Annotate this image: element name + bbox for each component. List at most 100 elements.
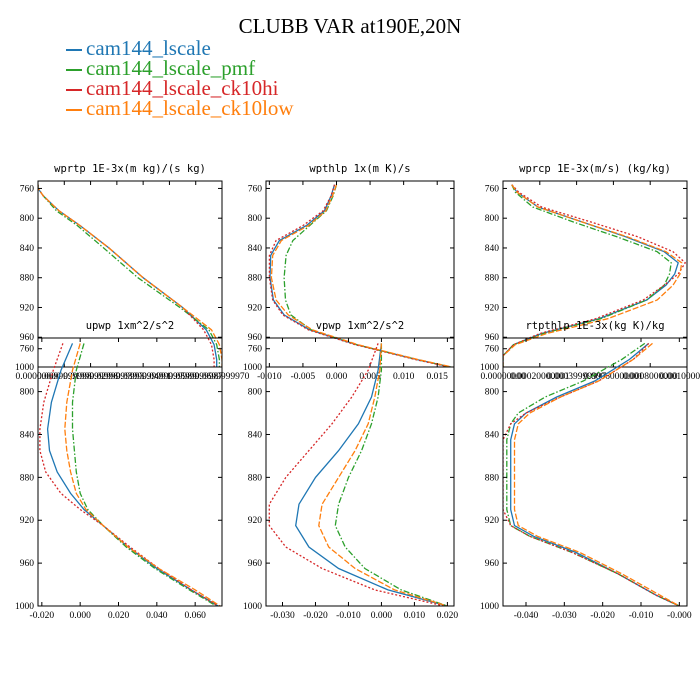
y-tick-label: 760 (248, 345, 263, 355)
legend-swatch (66, 69, 82, 72)
panel-title: rtpthlp 1E-3x(kg K)/kg (525, 320, 664, 332)
legend-label: cam144_lscale_ck10low (86, 96, 294, 120)
series-line-3 (268, 343, 445, 606)
x-tick-label: 0.0010000000 (660, 372, 700, 382)
x-tick-label: -0.020 (30, 611, 55, 621)
plot-frame (265, 337, 455, 607)
y-tick-label: 840 (20, 430, 35, 440)
y-tick-label: 1000 (480, 363, 499, 373)
series-line-4 (38, 184, 222, 367)
plot-frame (37, 180, 223, 368)
x-tick-label: 0.040 (146, 611, 168, 621)
y-tick-label: 880 (485, 473, 500, 483)
x-tick-label: 0.0399999991 (116, 372, 171, 382)
panel: rtpthlp 1E-3x(kg K)/kg 760 800 840 880 920 960… (480, 320, 692, 621)
y-tick-label: 920 (248, 516, 263, 526)
y-tick-label: 760 (20, 345, 35, 355)
y-tick-label: 1000 (15, 602, 34, 612)
panel: wpthlp 1x(m K)/s7608008408809209601000-0… (243, 163, 455, 382)
series-line-1 (269, 184, 451, 367)
y-tick-label: 800 (20, 388, 35, 398)
series-line-4 (270, 184, 453, 367)
legend-swatch (66, 49, 82, 52)
x-tick-label: -0.010 (336, 611, 361, 621)
x-tick-label: 0.020 (108, 611, 130, 621)
y-tick-label: 880 (20, 274, 35, 284)
x-tick-label: -0.010 (629, 611, 654, 621)
y-tick-label: 840 (20, 244, 35, 254)
legend-label: cam144_lscale_ck10hi (86, 76, 279, 100)
series-line-3 (503, 342, 680, 606)
legend-swatch (66, 109, 82, 112)
panel-title: wpthlp 1x(m K)/s (309, 163, 410, 175)
y-tick-label: 1000 (15, 363, 34, 373)
legend-item: cam144_lscale_ck10low (66, 96, 294, 120)
y-tick-label: 800 (248, 388, 263, 398)
x-tick-label: -0.030 (270, 611, 295, 621)
y-tick-label: 960 (485, 333, 500, 343)
x-tick-label: 0.000 (326, 372, 348, 382)
series-line-3 (39, 343, 219, 606)
x-tick-label: 0.000 (371, 611, 393, 621)
legend-item: cam144_lscale (66, 36, 294, 60)
x-tick-label: 0.015 (427, 372, 449, 382)
y-tick-label: 800 (485, 214, 500, 224)
x-tick-label: -0.005 (291, 372, 316, 382)
x-tick-label: 0.010 (404, 611, 426, 621)
y-tick-label: 800 (20, 214, 35, 224)
legend-swatch (66, 89, 82, 92)
x-tick-label: 0.010 (393, 372, 415, 382)
legend-item: cam144_lscale_pmf (66, 58, 294, 79)
x-tick-label: -0.040 (514, 611, 539, 621)
x-tick-label: 0.060 (184, 611, 206, 621)
y-tick-label: 880 (248, 473, 263, 483)
x-tick-label: -0.020 (303, 611, 328, 621)
y-tick-label: 920 (20, 516, 35, 526)
y-tick-label: 880 (485, 274, 500, 284)
y-tick-label: 800 (248, 214, 263, 224)
series-line-2 (71, 343, 217, 606)
x-tick-label: 0.0499999989 (142, 372, 197, 382)
x-tick-label: 0.000 (69, 611, 91, 621)
y-tick-label: 960 (248, 559, 263, 569)
series-line-1 (295, 343, 448, 606)
x-tick-label: 0.00060000001 (584, 372, 644, 382)
y-tick-label: 760 (485, 184, 500, 194)
y-tick-label: 920 (485, 516, 500, 526)
series-line-2 (38, 184, 221, 367)
plot-frame (502, 180, 688, 368)
panel-title: wprtp 1E-3x(m kg)/(s kg) (54, 163, 206, 175)
y-tick-label: 1000 (243, 602, 262, 612)
y-tick-label: 880 (248, 274, 263, 284)
y-tick-label: 960 (20, 333, 35, 343)
x-tick-label: -0.030 (552, 611, 577, 621)
series-line-4 (64, 343, 221, 606)
legend-label: cam144_lscale (86, 36, 211, 60)
series-line-3 (268, 184, 450, 367)
y-tick-label: 920 (20, 303, 35, 313)
y-tick-label: 920 (248, 303, 263, 313)
legend: cam144_lscale cam144_lscale_pmf cam144_l… (66, 36, 294, 120)
y-tick-label: 1000 (480, 602, 499, 612)
y-tick-label: 920 (485, 303, 500, 313)
x-tick-label: -0.000 (667, 611, 692, 621)
x-tick-label: -0.020 (590, 611, 615, 621)
series-line-4 (513, 342, 680, 606)
panel: vpwp 1xm^2/s^27608008408809209601000-0.0… (243, 320, 458, 621)
x-tick-label: 0.0099999998 (37, 372, 92, 382)
x-tick-label: 0.020 (437, 611, 459, 621)
y-tick-label: 960 (485, 559, 500, 569)
x-tick-label: 0.0199999996 (63, 372, 118, 382)
series-line-1 (46, 343, 219, 606)
panel-title: upwp 1xm^2/s^2 (86, 320, 175, 332)
panel: upwp 1xm^2/s^27608008408809209601000-0.0… (15, 320, 223, 621)
y-tick-label: 760 (248, 184, 263, 194)
y-tick-label: 880 (20, 473, 35, 483)
y-tick-label: 840 (485, 430, 500, 440)
y-tick-label: 760 (20, 184, 35, 194)
plot-frame (37, 337, 223, 607)
panel-title: vpwp 1xm^2/s^2 (316, 320, 405, 332)
x-tick-label: 0.00039999997 (547, 372, 607, 382)
y-tick-label: 840 (248, 244, 263, 254)
x-tick-label: 0.0599999987 (168, 372, 223, 382)
